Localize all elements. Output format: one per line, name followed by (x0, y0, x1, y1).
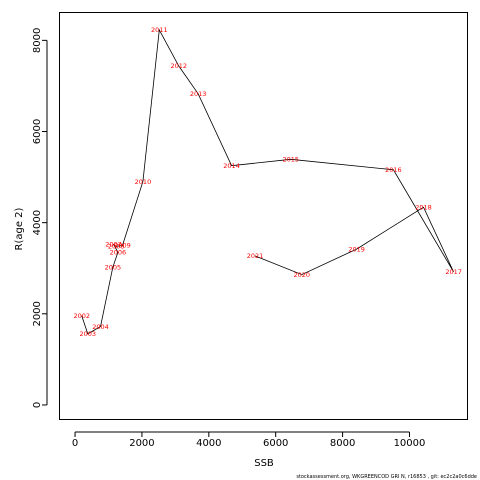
y-tick-label: 4000 (32, 210, 43, 235)
year-label: 2005 (105, 264, 122, 272)
x-tick-label: 0 (72, 438, 78, 449)
y-tick-label: 0 (32, 402, 43, 408)
year-label: 2011 (151, 26, 168, 34)
x-tick-label: 8000 (330, 438, 355, 449)
year-label: 2010 (135, 178, 152, 186)
year-label: 2009 (114, 242, 131, 250)
y-tick-label: 6000 (32, 119, 43, 144)
year-label: 2014 (223, 162, 240, 170)
plot-box (59, 12, 468, 420)
x-tick-label: 4000 (196, 438, 221, 449)
x-tick-label: 2000 (129, 438, 154, 449)
year-label: 2016 (385, 166, 402, 174)
year-label: 2015 (282, 156, 299, 164)
trajectory-line (81, 28, 454, 335)
x-tick-label: 10000 (394, 438, 426, 449)
year-label: 2006 (110, 249, 127, 257)
year-label: 2019 (348, 245, 365, 253)
year-label: 2004 (92, 323, 109, 331)
footer-text: stockassessment.org, WKGREENCOD GRI N, r… (296, 474, 477, 480)
y-tick-label: 2000 (32, 301, 43, 326)
year-label: 2002 (73, 312, 90, 320)
year-label: 2018 (415, 203, 432, 211)
x-tick-label: 6000 (263, 438, 288, 449)
year-label: 2021 (247, 252, 264, 260)
year-label: 2017 (445, 268, 462, 276)
x-axis-title: SSB (254, 458, 274, 469)
y-tick-label: 8000 (32, 28, 43, 53)
y-axis-title: R(age 2) (14, 207, 25, 250)
year-label: 2008 (108, 243, 125, 251)
year-label: 2012 (170, 62, 187, 70)
year-label: 2020 (294, 271, 311, 279)
year-label: 2007 (105, 240, 122, 248)
year-label: 2013 (190, 90, 207, 98)
year-label: 2003 (79, 330, 96, 338)
axes: 0 2000 4000 6000 8000 10000 0 2000 4000 6000 8000 (32, 28, 425, 449)
